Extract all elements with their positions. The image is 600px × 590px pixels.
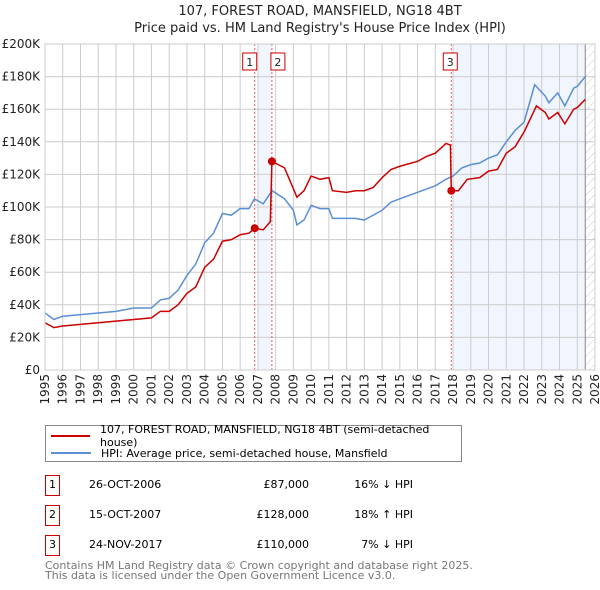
x-tick-label: 2026	[588, 374, 600, 405]
transaction-date: 24-NOV-2017	[89, 538, 163, 551]
sale-label-box	[242, 52, 258, 71]
x-tick-label: 2002	[162, 374, 176, 405]
chart-title: 107, FOREST ROAD, MANSFIELD, NG18 4BT	[178, 4, 462, 19]
x-tick-label: 2019	[464, 374, 478, 405]
sale-label-box	[442, 52, 458, 71]
x-tick-label: 2023	[535, 374, 549, 405]
footer-line2: This data is licensed under the Open Gov…	[45, 569, 396, 582]
transaction-price: £110,000	[256, 538, 310, 551]
y-tick-label: £0	[25, 363, 40, 377]
y-tick-label: £180K	[2, 70, 42, 84]
transaction-hpi-diff: 18% ↑ HPI	[354, 508, 413, 521]
x-tick-label: 2006	[233, 374, 247, 405]
y-tick-label: £140K	[2, 135, 42, 149]
sale-label: 3	[447, 56, 454, 69]
transaction-row: 3 24-NOV-2017 £110,000 7% ↓ HPI	[45, 535, 445, 556]
y-tick-label: £160K	[2, 102, 42, 116]
x-tick-label: 2009	[286, 374, 300, 405]
x-tick-label: 2000	[127, 374, 141, 405]
y-tick-label: £40K	[9, 298, 41, 312]
x-tick-label: 2012	[340, 374, 354, 405]
x-tick-label: 2003	[180, 374, 194, 405]
x-tick-label: 2010	[304, 374, 318, 405]
plot-border	[44, 43, 596, 371]
x-tick-label: 1998	[91, 374, 105, 405]
hpi-line	[44, 76, 586, 321]
x-tick-label: 2001	[144, 374, 158, 405]
x-tick-label: 1997	[73, 374, 87, 405]
x-tick-label: 2022	[517, 374, 531, 405]
sale-label-box	[270, 52, 286, 71]
x-tick-label: 2013	[357, 374, 371, 405]
sale-point	[447, 186, 456, 195]
legend-item-property: 107, FOREST ROAD, MANSFIELD, NG18 4BT (s…	[51, 423, 461, 449]
transaction-date: 15-OCT-2007	[89, 508, 162, 521]
x-tick-label: 2015	[393, 374, 407, 405]
sale-label: 1	[246, 56, 253, 69]
transaction-number-badge: 3	[45, 535, 60, 556]
legend-label: HPI: Average price, semi-detached house,…	[101, 446, 388, 460]
transaction-date: 26-OCT-2006	[89, 478, 162, 491]
x-tick-label: 2004	[198, 374, 212, 405]
chart-legend: 107, FOREST ROAD, MANSFIELD, NG18 4BT (s…	[45, 423, 462, 462]
transaction-hpi-diff: 16% ↓ HPI	[354, 478, 413, 491]
sale-label: 2	[274, 56, 281, 69]
x-tick-label: 2024	[553, 374, 567, 405]
y-tick-label: £80K	[9, 233, 41, 247]
x-tick-label: 2020	[482, 374, 496, 405]
x-tick-label: 2008	[269, 374, 283, 405]
x-tick-label: 2021	[499, 374, 513, 405]
y-tick-label: £20K	[9, 330, 41, 344]
transaction-price: £87,000	[263, 478, 310, 491]
x-tick-label: 2014	[375, 374, 389, 405]
y-tick-label: £200K	[2, 37, 42, 51]
property-price-line	[44, 98, 586, 329]
x-tick-label: 2017	[428, 374, 442, 405]
x-tick-label: 1996	[56, 374, 70, 405]
transaction-hpi-diff: 7% ↓ HPI	[361, 538, 413, 551]
y-tick-label: £120K	[2, 167, 42, 181]
x-tick-label: 2016	[411, 374, 425, 405]
legend-swatch-blue	[51, 452, 91, 454]
price-chart: 1995 1996 1997 1998 1999 2000 2001 2002 2003 2004…	[2, 37, 600, 405]
x-tick-label: 2007	[251, 374, 265, 405]
transaction-number-badge: 2	[45, 505, 60, 526]
legend-swatch-red	[51, 435, 90, 437]
y-tick-label: £100K	[2, 200, 42, 214]
transaction-row: 2 15-OCT-2007 £128,000 18% ↑ HPI	[45, 505, 445, 526]
x-tick-label: 1995	[38, 374, 52, 405]
legend-label: 107, FOREST ROAD, MANSFIELD, NG18 4BT (s…	[100, 423, 430, 449]
footer-line1: Contains HM Land Registry data © Crown c…	[45, 559, 473, 572]
x-tick-label: 2005	[215, 374, 229, 405]
x-tick-label: 2025	[570, 374, 584, 405]
x-tick-label: 2011	[322, 374, 336, 405]
x-tick-label: 1999	[109, 374, 123, 405]
transaction-number-badge: 1	[45, 475, 60, 496]
legend-item-hpi: HPI: Average price, semi-detached house,…	[51, 445, 388, 461]
transaction-row: 1 26-OCT-2006 £87,000 16% ↓ HPI	[45, 475, 445, 496]
y-tick-label: £60K	[9, 265, 41, 279]
x-tick-label: 2018	[446, 374, 460, 405]
sale-point	[267, 157, 276, 166]
transaction-price: £128,000	[256, 508, 310, 521]
chart-subtitle: Price paid vs. HM Land Registry's House …	[134, 21, 506, 36]
sale-point	[250, 224, 259, 233]
